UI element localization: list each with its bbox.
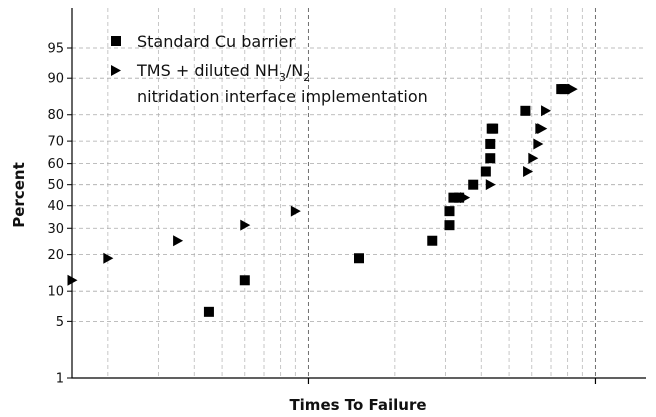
- point-tms-nitridation: [528, 152, 539, 164]
- legend-label-tms-sub1: 3: [279, 71, 286, 84]
- point-standard-cu: [520, 105, 531, 116]
- point-tms-nitridation: [290, 205, 301, 217]
- legend-label-tms-sub2: 2: [303, 71, 310, 84]
- point-tms-nitridation: [240, 219, 251, 231]
- y-tick-label: 20: [47, 248, 64, 263]
- plot-frame: [67, 8, 646, 384]
- y-tick-label: 80: [47, 108, 64, 123]
- legend-label-tms-part1: TMS + diluted NH: [136, 61, 279, 80]
- point-standard-cu: [559, 84, 570, 95]
- point-tms-nitridation: [460, 192, 471, 204]
- point-standard-cu: [488, 123, 499, 134]
- point-standard-cu: [239, 275, 250, 286]
- y-tick-label: 90: [47, 72, 64, 87]
- y-tick-label: 5: [56, 315, 64, 330]
- point-tms-nitridation: [103, 252, 114, 264]
- legend: Standard Cu barrier TMS + diluted NH3/N2…: [111, 32, 428, 106]
- y-tick-labels: 1 5 10 20 30 40 50 60 70 80 90 95: [47, 42, 64, 387]
- point-standard-cu: [444, 220, 455, 231]
- point-standard-cu: [454, 192, 465, 203]
- legend-label-standard-cu: Standard Cu barrier: [137, 32, 295, 51]
- point-tms-nitridation: [567, 83, 578, 95]
- point-standard-cu: [203, 306, 214, 317]
- y-tick-label: 40: [47, 199, 64, 214]
- point-standard-cu: [485, 138, 496, 149]
- legend-label-tms-part2: /N: [286, 61, 303, 80]
- point-tms-nitridation: [173, 235, 184, 247]
- legend-marker-standard-cu: [111, 36, 121, 46]
- y-tick-label: 60: [47, 157, 64, 172]
- point-tms-nitridation: [541, 105, 552, 117]
- point-standard-cu: [480, 166, 491, 177]
- y-tick-label: 70: [47, 135, 64, 150]
- point-tms-nitridation: [67, 274, 78, 286]
- data-points: [67, 83, 578, 317]
- y-tick-label: 10: [47, 285, 64, 300]
- point-standard-cu: [448, 192, 459, 203]
- point-tms-nitridation: [533, 138, 544, 150]
- legend-label-tms-line1: TMS + diluted NH3/N2: [136, 61, 310, 84]
- point-standard-cu: [468, 179, 479, 190]
- y-tick-label: 95: [47, 42, 64, 57]
- point-standard-cu: [427, 235, 438, 246]
- y-tick-label: 50: [47, 178, 64, 193]
- point-tms-nitridation: [485, 179, 496, 191]
- point-tms-nitridation: [537, 123, 548, 135]
- point-standard-cu: [354, 253, 364, 264]
- y-tick-label: 30: [47, 222, 64, 237]
- y-axis-title: Percent: [10, 162, 28, 227]
- legend-label-tms-line2: nitridation interface implementation: [137, 87, 428, 106]
- legend-marker-tms: [111, 65, 121, 76]
- point-standard-cu: [485, 153, 496, 164]
- y-tick-label: 1: [56, 372, 64, 387]
- point-standard-cu: [444, 206, 455, 217]
- point-tms-nitridation: [523, 166, 534, 178]
- x-axis-title: Times To Failure: [289, 396, 426, 414]
